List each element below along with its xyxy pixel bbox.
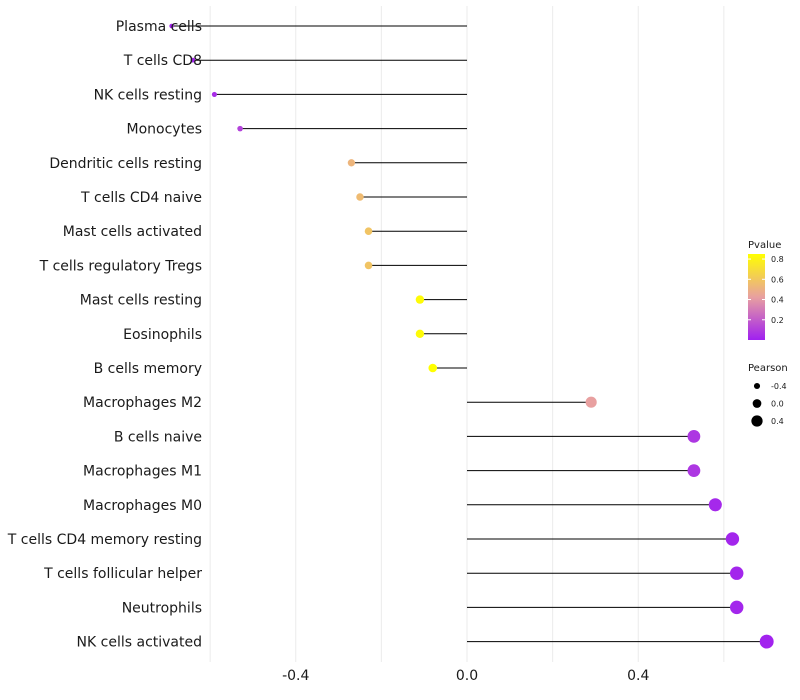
pvalue-tick-label: 0.4	[771, 296, 784, 305]
lollipop-points	[169, 23, 774, 649]
category-label: Eosinophils	[123, 327, 202, 343]
lollipop-sticks	[171, 25, 767, 643]
lollipop-point	[415, 329, 425, 339]
pvalue-legend-title: Pvalue	[748, 240, 781, 251]
lollipop-point	[415, 295, 425, 304]
category-label: Dendritic cells resting	[49, 156, 202, 172]
lollipop-point	[190, 57, 196, 63]
category-label: B cells naive	[114, 429, 202, 445]
pvalue-tick-label: 0.2	[771, 316, 784, 325]
category-label: T cells CD4 memory resting	[7, 532, 202, 548]
category-label: T cells follicular helper	[43, 566, 202, 582]
category-label: Mast cells resting	[80, 293, 202, 309]
category-label: B cells memory	[94, 361, 202, 377]
category-label: Plasma cells	[116, 19, 202, 35]
pvalue-colorbar	[748, 254, 765, 340]
category-label: NK cells resting	[94, 87, 202, 103]
gridlines	[209, 6, 725, 662]
category-label: Macrophages M0	[83, 498, 202, 514]
pearson-size-key	[751, 415, 763, 427]
category-label: T cells CD8	[123, 53, 202, 69]
lollipop-point	[708, 498, 722, 512]
category-label: Macrophages M2	[83, 395, 202, 411]
lollipop-point	[237, 125, 243, 132]
pearson-legend: Pearson -0.4 0.0 0.4	[748, 363, 788, 427]
category-label: Monocytes	[127, 122, 202, 138]
lollipop-point	[428, 363, 438, 373]
x-tick-label: -0.4	[282, 668, 309, 684]
category-label: T cells regulatory Tregs	[39, 258, 202, 274]
category-label: Mast cells activated	[63, 224, 202, 240]
pvalue-legend: Pvalue 0.8 0.6 0.4 0.2	[748, 240, 784, 340]
category-label: Neutrophils	[122, 600, 202, 616]
pearson-size-label: -0.4	[771, 382, 787, 391]
category-label: Macrophages M1	[83, 464, 202, 480]
x-tick-label: 0.4	[627, 668, 649, 684]
category-label: NK cells activated	[77, 635, 202, 651]
pearson-size-key	[752, 399, 762, 408]
lollipop-point	[729, 566, 744, 580]
x-axis-ticks: -0.4 0.0 0.4	[282, 668, 649, 684]
lollipop-point	[725, 532, 740, 546]
pearson-size-label: 0.4	[771, 417, 784, 426]
category-label: T cells CD4 naive	[80, 190, 202, 206]
x-tick-label: 0.0	[456, 668, 478, 684]
lollipop-point	[585, 396, 597, 408]
lollipop-point	[729, 600, 744, 615]
pvalue-tick-label: 0.8	[771, 255, 784, 264]
lollipop-point	[364, 261, 373, 270]
lollipop-point	[687, 430, 701, 443]
lollipop-point	[356, 193, 364, 201]
pearson-legend-title: Pearson	[748, 363, 788, 374]
lollipop-point	[347, 159, 356, 167]
lollipop-point	[211, 91, 217, 97]
category-labels: Plasma cells T cells CD8 NK cells resting M…	[7, 19, 202, 651]
pvalue-tick-label: 0.6	[771, 275, 784, 284]
lollipop-point	[687, 464, 701, 477]
lollipop-point	[759, 634, 774, 649]
lollipop-point	[169, 23, 174, 29]
pearson-size-label: 0.0	[771, 400, 784, 409]
lollipop-point	[364, 227, 373, 235]
pearson-size-key	[753, 382, 761, 390]
